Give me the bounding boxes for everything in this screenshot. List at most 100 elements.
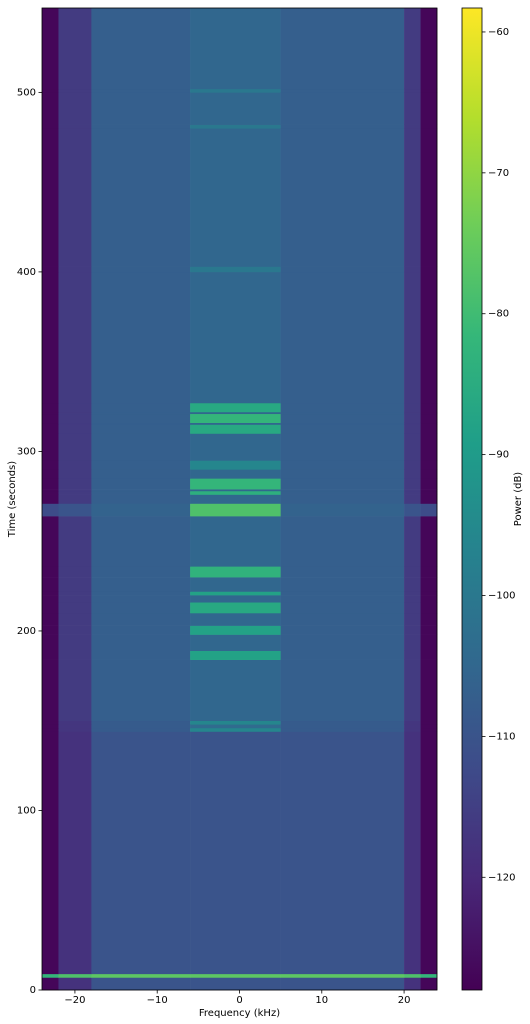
heat-cell <box>58 494 92 504</box>
heat-cell <box>280 424 405 434</box>
heat-cell <box>42 411 59 415</box>
heat-cell <box>58 266 92 273</box>
heat-cell <box>404 92 421 125</box>
heat-cell <box>404 494 421 504</box>
heat-cell <box>42 720 59 725</box>
heat-cell <box>42 503 59 517</box>
heat-cell <box>58 973 92 978</box>
heat-cell <box>280 88 405 93</box>
heat-cell <box>190 731 281 975</box>
heat-cell <box>404 489 421 492</box>
heat-cell <box>420 650 438 660</box>
heat-cell <box>91 503 191 517</box>
heat-cell <box>420 591 438 596</box>
x-tick-label: 0 <box>236 995 242 1006</box>
heat-cell <box>420 977 438 991</box>
heat-cell <box>280 720 405 725</box>
heat-cell <box>58 625 92 635</box>
heat-cell <box>190 634 281 651</box>
heat-cell <box>58 469 92 479</box>
heat-cell <box>404 731 421 975</box>
heat-cell <box>420 602 438 614</box>
heat-cell <box>91 424 191 434</box>
heat-cell <box>280 494 405 504</box>
heat-cell <box>58 595 92 603</box>
heat-cell <box>58 731 92 975</box>
heat-cell <box>404 271 421 404</box>
heat-cell <box>280 973 405 978</box>
heat-cell <box>280 128 405 267</box>
heat-cell <box>404 650 421 660</box>
heat-cell <box>404 720 421 725</box>
heat-cell <box>420 727 438 732</box>
heat-cell <box>42 8 59 90</box>
colorbar-tick-label: −120 <box>488 872 515 883</box>
heat-cell <box>58 402 92 413</box>
heat-cell <box>58 489 92 492</box>
heat-cell <box>42 659 59 722</box>
heat-cell <box>91 402 191 413</box>
y-tick-label: 100 <box>17 805 36 816</box>
heat-cell <box>58 128 92 267</box>
colorbar-tick-label: −70 <box>488 168 509 179</box>
heat-cell <box>91 490 191 495</box>
heat-cell <box>190 8 281 90</box>
heat-cell <box>91 650 191 660</box>
heat-cell <box>280 612 405 626</box>
heat-cell <box>280 413 405 424</box>
heat-cell <box>420 8 438 90</box>
heat-cell <box>404 602 421 614</box>
heat-cell <box>280 271 405 404</box>
y-tick-label: 0 <box>30 985 36 996</box>
heat-cell <box>190 422 281 425</box>
colorbar-tick-label: −100 <box>488 591 515 602</box>
heat-cell <box>420 460 438 470</box>
heat-cell <box>420 612 438 626</box>
heat-cell <box>91 595 191 603</box>
heat-cell <box>420 88 438 93</box>
heat-cell <box>420 595 438 603</box>
heat-cell <box>42 595 59 603</box>
heat-cell <box>190 977 281 991</box>
heat-cell <box>420 424 438 434</box>
heat-cell <box>420 413 438 424</box>
heat-cell <box>190 271 281 404</box>
heat-cell <box>190 460 281 470</box>
heat-cell <box>58 124 92 129</box>
heat-cell <box>58 411 92 415</box>
heat-cell <box>404 124 421 129</box>
heat-cell <box>91 612 191 626</box>
heat-cell <box>91 271 191 404</box>
heat-cell <box>420 478 438 490</box>
heat-cell <box>280 489 405 492</box>
heat-cell <box>190 478 281 490</box>
heat-cell <box>58 92 92 125</box>
x-tick-label: 10 <box>315 995 328 1006</box>
heat-cell <box>42 128 59 267</box>
heat-cell <box>42 516 59 567</box>
heat-cell <box>58 503 92 517</box>
heat-cell <box>190 128 281 267</box>
heat-cell <box>420 503 438 517</box>
heat-cell <box>91 478 191 490</box>
heat-cell <box>58 566 92 578</box>
heat-cell <box>404 659 421 722</box>
heat-cell <box>404 625 421 635</box>
heat-cell <box>404 460 421 470</box>
heat-cell <box>91 724 191 729</box>
heat-cell <box>58 612 92 626</box>
heat-cell <box>404 422 421 425</box>
heat-cell <box>404 503 421 517</box>
heat-cell <box>91 973 191 978</box>
heat-cell <box>58 602 92 614</box>
heat-cell <box>190 659 281 722</box>
y-tick-label: 200 <box>17 626 36 637</box>
heat-cell <box>190 88 281 93</box>
heat-cell <box>420 489 438 492</box>
heat-cell <box>190 595 281 603</box>
heat-cell <box>58 433 92 461</box>
heat-cell <box>420 634 438 651</box>
heat-cell <box>190 566 281 578</box>
heat-cell <box>280 402 405 413</box>
heat-cell <box>91 433 191 461</box>
